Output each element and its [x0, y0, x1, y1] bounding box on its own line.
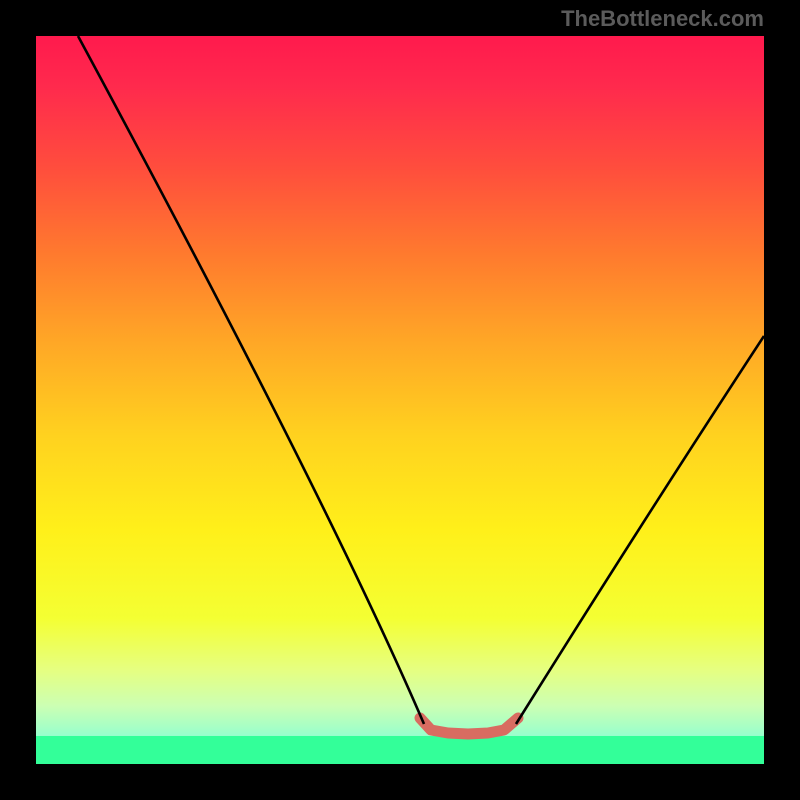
chart-frame: TheBottleneck.com — [0, 0, 800, 800]
gradient-background — [36, 36, 764, 764]
plot-area — [36, 36, 764, 764]
chart-svg — [0, 0, 800, 800]
baseline-band — [36, 736, 764, 764]
watermark-label: TheBottleneck.com — [561, 6, 764, 32]
